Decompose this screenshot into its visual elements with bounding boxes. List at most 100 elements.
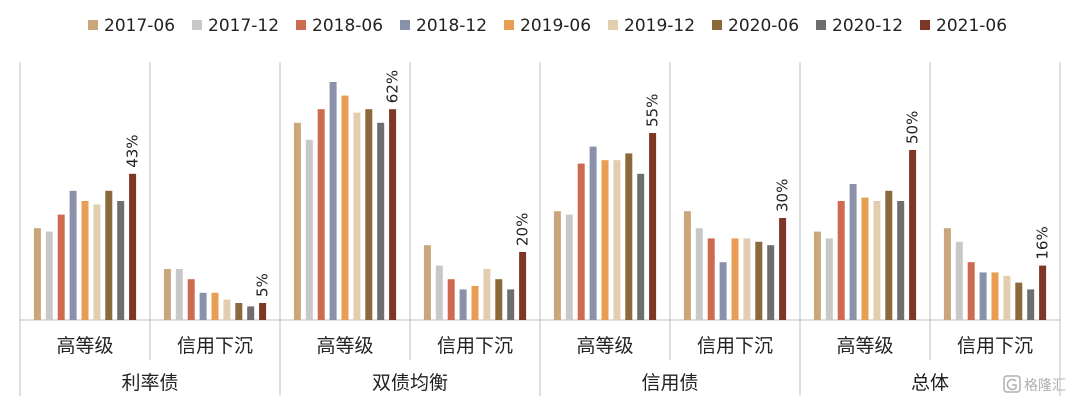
bar-2021-06-2 (389, 109, 397, 320)
bar-2019-12-2 (353, 112, 361, 320)
bar-2019-12-5 (743, 238, 751, 320)
bar-2021-06-5 (779, 218, 787, 320)
bar-2021-06-6 (909, 150, 917, 320)
bar-2019-12-3 (483, 269, 491, 320)
watermark: 格隆汇 (1003, 375, 1066, 394)
legend-label-2019-12: 2019-12 (624, 16, 695, 36)
bar-2020-12-0 (117, 201, 125, 320)
bar-2020-12-3 (507, 289, 515, 320)
data-label-3: 20% (514, 213, 532, 246)
bar-2020-06-2 (365, 109, 373, 320)
data-label-5: 30% (774, 179, 792, 212)
legend-label-2018-12: 2018-12 (416, 16, 487, 36)
bar-2017-06-1 (163, 269, 171, 320)
data-labels: 43% 5% 62% 20% 55% 30% 50% 16% (124, 70, 1052, 297)
legend-swatch-2018-06 (296, 20, 306, 30)
bar-2020-06-1 (235, 303, 243, 320)
bar-2020-12-7 (1027, 289, 1035, 320)
bar-2017-06-0 (33, 228, 41, 320)
bar-2019-12-7 (1003, 275, 1011, 320)
bar-2021-06-4 (649, 133, 657, 320)
bar-2017-06-5 (683, 211, 691, 320)
bar-2018-06-1 (187, 279, 195, 320)
bar-2020-06-3 (495, 279, 503, 320)
bar-2017-06-7 (943, 228, 951, 320)
bar-2021-06-7 (1039, 265, 1047, 320)
legend-label-2017-06: 2017-06 (104, 16, 175, 36)
bar-2017-12-0 (45, 231, 53, 320)
category-label-6: 高等级 (836, 335, 893, 357)
bars (33, 82, 1047, 320)
bar-2017-06-2 (293, 122, 301, 320)
legend-label-2019-06: 2019-06 (520, 16, 591, 36)
group-label-0: 利率债 (121, 372, 178, 394)
bar-2019-06-6 (861, 197, 869, 320)
bar-2018-12-6 (849, 184, 857, 320)
category-label-2: 高等级 (316, 335, 373, 357)
bar-2018-12-0 (69, 190, 77, 320)
legend-swatch-2017-12 (192, 20, 202, 30)
bar-2019-12-0 (93, 204, 101, 320)
bar-2020-12-4 (637, 173, 645, 320)
bar-2020-12-2 (377, 122, 385, 320)
bar-2017-12-1 (175, 269, 183, 320)
category-label-0: 高等级 (56, 335, 113, 357)
legend-label-2021-06: 2021-06 (936, 16, 1007, 36)
bar-2021-06-0 (129, 173, 137, 320)
bar-2020-12-6 (897, 201, 905, 320)
data-label-2: 62% (384, 70, 402, 103)
bar-2018-06-0 (57, 214, 65, 320)
bar-2019-12-1 (223, 299, 231, 320)
bar-2019-06-4 (601, 160, 609, 320)
bar-2017-12-6 (825, 238, 833, 320)
bar-2017-12-7 (955, 241, 963, 320)
group-label-1: 双债均衡 (372, 372, 448, 394)
bar-2018-12-1 (199, 292, 207, 320)
category-label-1: 信用下沉 (177, 335, 253, 357)
legend-swatch-2019-12 (608, 20, 618, 30)
bar-2020-06-7 (1015, 282, 1023, 320)
category-label-3: 信用下沉 (437, 335, 513, 357)
bar-2019-06-2 (341, 95, 349, 320)
bar-2019-12-6 (873, 201, 881, 320)
bar-2021-06-1 (259, 303, 267, 320)
legend-swatch-2020-12 (816, 20, 826, 30)
bar-2017-12-3 (435, 265, 443, 320)
bar-2017-06-4 (553, 211, 561, 320)
bar-2018-06-3 (447, 279, 455, 320)
data-label-6: 50% (904, 111, 922, 144)
bar-2017-12-4 (565, 214, 573, 320)
bar-2020-06-5 (755, 241, 763, 320)
bar-2019-06-1 (211, 292, 219, 320)
bar-2017-12-5 (695, 228, 703, 320)
bar-2021-06-3 (519, 252, 527, 320)
bar-2019-06-7 (991, 272, 999, 320)
bar-2018-06-7 (967, 262, 975, 320)
data-label-7: 16% (1034, 226, 1052, 259)
bar-2019-06-0 (81, 201, 89, 320)
group-labels: 利率债 双债均衡 信用债 总体 (121, 372, 949, 394)
group-label-3: 总体 (911, 372, 949, 394)
bar-2018-12-2 (329, 82, 337, 320)
group-label-2: 信用债 (641, 372, 698, 394)
bar-2020-06-6 (885, 190, 893, 320)
legend-label-2018-06: 2018-06 (312, 16, 383, 36)
legend-label-2017-12: 2017-12 (208, 16, 279, 36)
watermark-text: 格隆汇 (1024, 378, 1066, 394)
data-label-4: 55% (644, 94, 662, 127)
bar-2018-06-6 (837, 201, 845, 320)
bar-2017-06-6 (813, 231, 821, 320)
category-label-5: 信用下沉 (697, 335, 773, 357)
legend-swatch-2019-06 (504, 20, 514, 30)
bar-2017-06-3 (423, 245, 431, 320)
legend-label-2020-06: 2020-06 (728, 16, 799, 36)
legend: 2017-06 2017-12 2018-06 2018-12 2019-06 2019-… (88, 16, 1007, 36)
bar-2018-12-3 (459, 289, 467, 320)
bar-2019-06-3 (471, 286, 479, 320)
bar-2017-12-2 (305, 139, 313, 320)
legend-label-2020-12: 2020-12 (832, 16, 903, 36)
bar-2020-12-1 (247, 306, 255, 320)
bar-2018-12-5 (719, 262, 727, 320)
bar-2020-12-5 (767, 245, 775, 320)
category-label-4: 高等级 (576, 335, 633, 357)
